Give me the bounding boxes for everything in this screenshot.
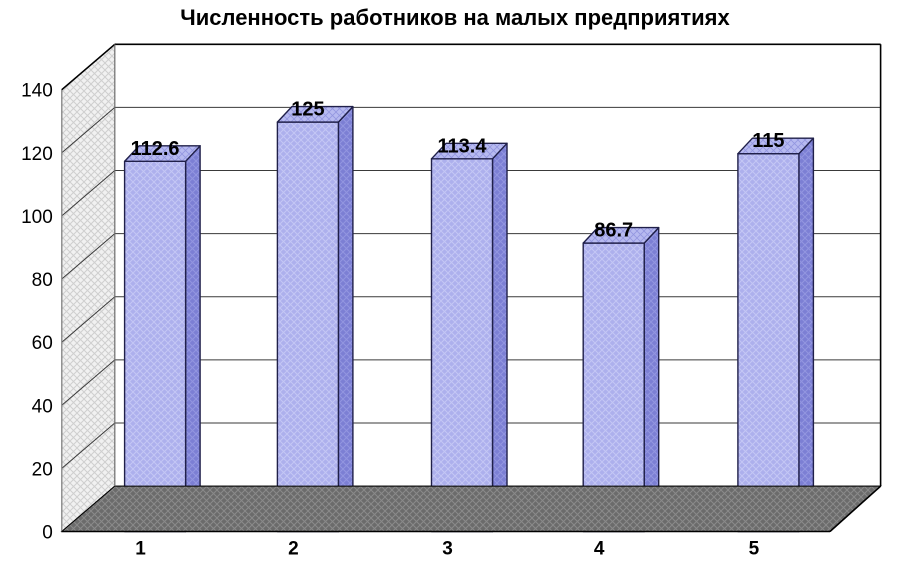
- svg-text:3: 3: [442, 539, 453, 560]
- svg-text:5: 5: [749, 539, 760, 560]
- svg-text:Численность работников на малы: Численность работников на малых предприя…: [180, 5, 730, 30]
- svg-text:112.6: 112.6: [131, 138, 180, 160]
- svg-text:140: 140: [21, 81, 53, 102]
- svg-text:0: 0: [42, 523, 53, 544]
- svg-text:100: 100: [21, 207, 53, 228]
- svg-text:60: 60: [32, 333, 53, 354]
- svg-text:1: 1: [135, 539, 146, 560]
- svg-text:115: 115: [752, 130, 784, 152]
- svg-text:113.4: 113.4: [438, 135, 488, 157]
- svg-text:2: 2: [288, 539, 299, 560]
- svg-text:40: 40: [32, 396, 53, 417]
- svg-text:4: 4: [594, 539, 605, 560]
- svg-text:86.7: 86.7: [594, 220, 633, 242]
- svg-text:125: 125: [291, 99, 324, 121]
- svg-text:80: 80: [32, 270, 53, 291]
- svg-text:20: 20: [32, 459, 53, 480]
- svg-text:120: 120: [21, 144, 53, 165]
